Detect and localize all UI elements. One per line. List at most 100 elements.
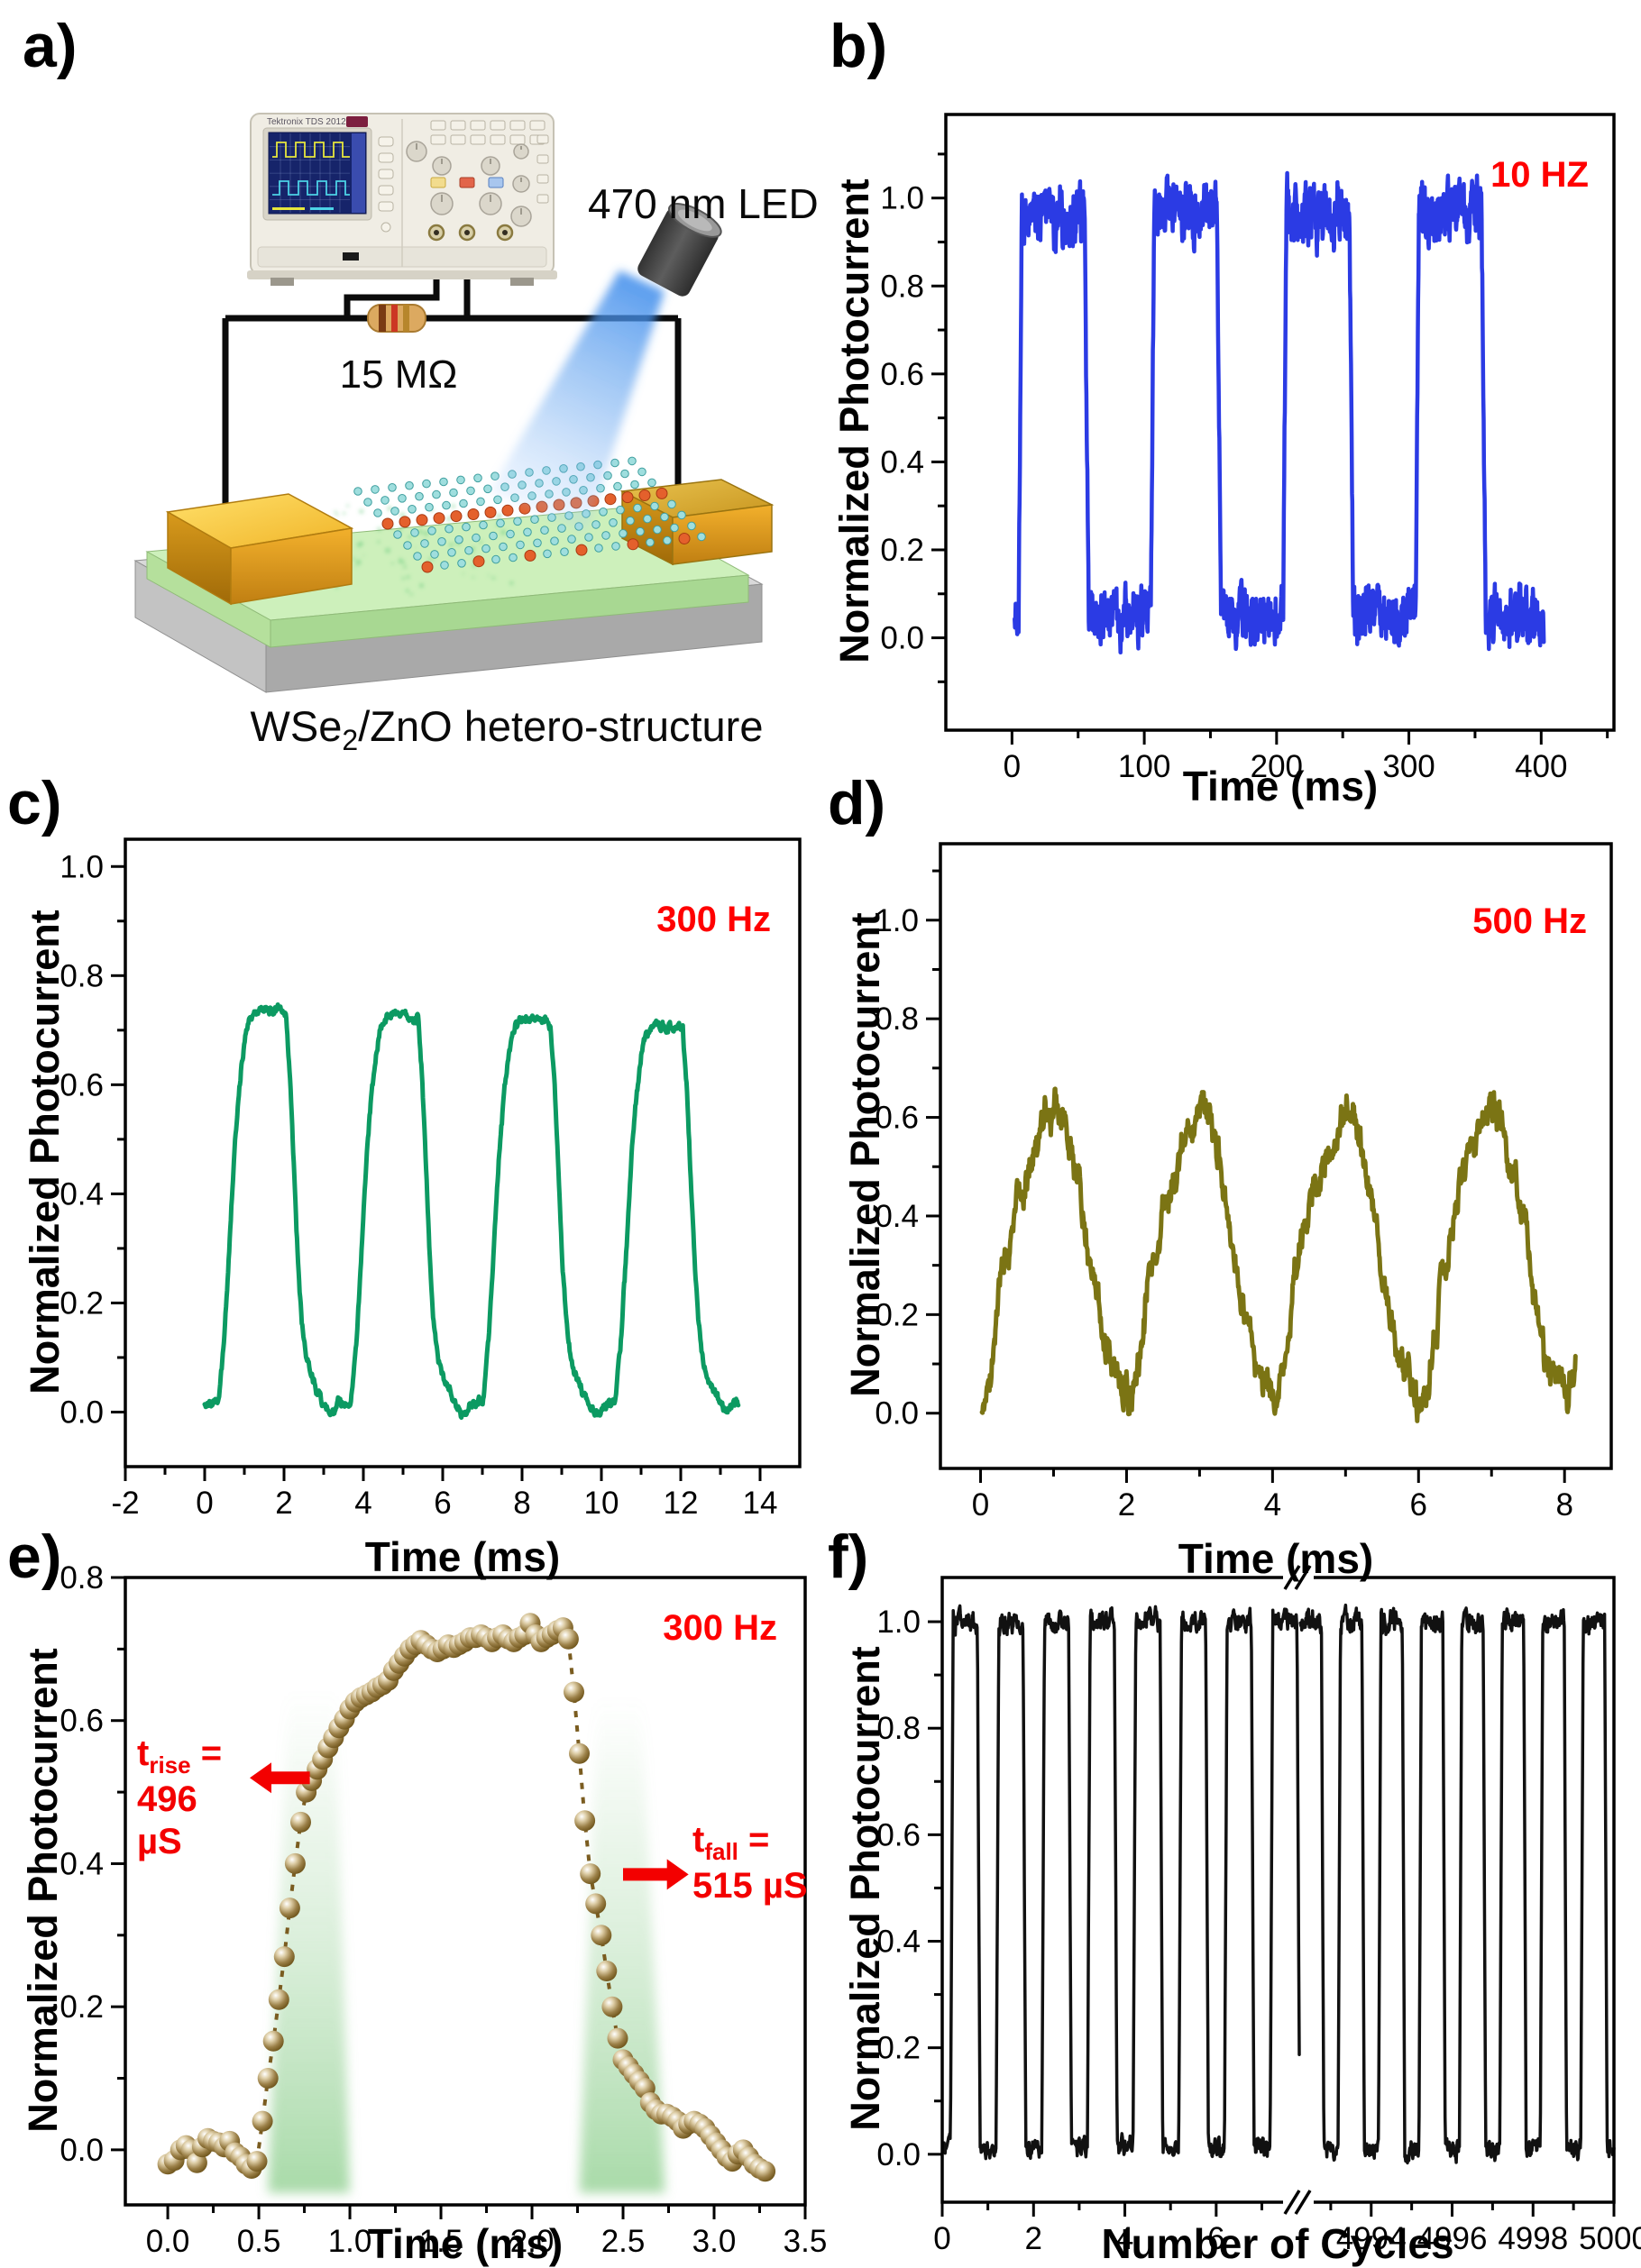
svg-text:0.4: 0.4 (60, 1846, 104, 1881)
svg-text:1.0: 1.0 (876, 1605, 921, 1640)
svg-text:4998: 4998 (1498, 2221, 1568, 2256)
svg-text:0.0: 0.0 (60, 2133, 104, 2168)
svg-text:0.4: 0.4 (880, 444, 924, 480)
svg-text:0.8: 0.8 (876, 1711, 921, 1746)
svg-text:0: 0 (933, 2221, 950, 2256)
x-axis-title-e: Time (ms) (367, 2220, 564, 2267)
svg-text:0.8: 0.8 (875, 1001, 919, 1037)
led-label: 470 nm LED (588, 180, 819, 227)
x-axis-title-d: Time (ms) (1178, 1535, 1374, 1582)
svg-text:3.5: 3.5 (784, 2224, 828, 2259)
y-axis-title-c: Normalized Photocurrent (22, 910, 68, 1395)
panel-letter-b: b) (830, 12, 888, 80)
svg-text:6: 6 (434, 1486, 451, 1521)
svg-text:1.0: 1.0 (880, 181, 924, 216)
svg-text:0.2: 0.2 (875, 1297, 919, 1332)
svg-text:0: 0 (1004, 749, 1021, 784)
svg-text:0.8: 0.8 (60, 1560, 104, 1596)
svg-text:100: 100 (1118, 749, 1170, 784)
svg-text:0.0: 0.0 (60, 1395, 104, 1430)
panel-letter-f: f) (828, 1523, 869, 1591)
svg-text:0: 0 (972, 1487, 989, 1523)
svg-text:1.0: 1.0 (60, 849, 104, 884)
svg-text:2: 2 (1025, 2221, 1042, 2256)
schematic-panel-a: Tektronix TDS 2012C 470 nm LED 15 MΩ WSe… (133, 113, 819, 756)
svg-text:0.0: 0.0 (875, 1396, 919, 1431)
svg-text:2.5: 2.5 (601, 2224, 646, 2259)
right-electrode (619, 479, 775, 566)
chart-b-10hz: 0 100 200 300 400 0.0 0.2 0.4 0.6 0.8 1.0 (880, 113, 1616, 784)
legend-b: 10 HZ (1490, 155, 1589, 195)
fall-time-annotation: tfall = 515 µS (692, 1820, 808, 1907)
chart-e-rise-fall: 0.0 0.5 1.0 1.5 2.0 2.5 3.0 3.5 0.0 0.2 0.4 0.6 0.8 (60, 1560, 827, 2259)
svg-text:6: 6 (1207, 2221, 1224, 2256)
legend-d: 500 Hz (1472, 901, 1587, 941)
resistor-label: 15 MΩ (340, 352, 458, 397)
svg-text:400: 400 (1515, 749, 1567, 784)
svg-text:10: 10 (584, 1486, 619, 1521)
svg-text:5000: 5000 (1579, 2221, 1641, 2256)
scope-controls (378, 119, 549, 267)
chart-f-cycles: 0 2 4 6 4994 4996 4998 5000 0.0 0.2 0.4 0.6 0.8 1.0 (876, 1565, 1641, 2256)
svg-text:1.0: 1.0 (328, 2224, 372, 2259)
svg-text:2: 2 (275, 1486, 292, 1521)
svg-text:12: 12 (664, 1486, 699, 1521)
oscilloscope: Tektronix TDS 2012C (247, 113, 557, 286)
svg-text:4: 4 (1116, 2221, 1133, 2256)
svg-text:4994: 4994 (1336, 2221, 1407, 2256)
svg-text:300: 300 (1382, 749, 1435, 784)
svg-text:1.0: 1.0 (875, 903, 919, 938)
x-axis-title-b: Time (ms) (1182, 763, 1379, 809)
svg-text:0.2: 0.2 (880, 533, 924, 568)
svg-text:0.6: 0.6 (876, 1817, 921, 1852)
scope-screen (270, 133, 350, 213)
svg-text:8: 8 (1555, 1487, 1572, 1523)
svg-text:0.0: 0.0 (876, 2137, 921, 2172)
chart-d-500hz: 0 2 4 6 8 0.0 0.2 0.4 0.6 0.8 1.0 (875, 842, 1613, 1523)
left-electrode (165, 493, 354, 606)
svg-text:6: 6 (1410, 1487, 1427, 1523)
scope-brand: Tektronix TDS 2012C (267, 117, 353, 127)
svg-text:4: 4 (354, 1486, 371, 1521)
y-axis-title-d: Normalized Photocurrent (842, 912, 888, 1397)
panel-letter-a: a) (23, 12, 78, 80)
svg-text:8: 8 (513, 1486, 530, 1521)
device-caption: WSe2/ZnO hetero-structure (251, 702, 764, 756)
svg-text:3.0: 3.0 (692, 2224, 737, 2259)
panel-letter-e: e) (7, 1523, 62, 1591)
svg-text:0.0: 0.0 (880, 621, 924, 656)
svg-text:0.6: 0.6 (60, 1067, 104, 1102)
panel-letter-d: d) (828, 769, 886, 837)
svg-text:-2: -2 (111, 1486, 139, 1521)
svg-text:0.8: 0.8 (60, 958, 104, 993)
svg-text:2: 2 (1118, 1487, 1135, 1523)
svg-text:0.4: 0.4 (876, 1925, 921, 1960)
svg-text:0.8: 0.8 (880, 269, 924, 304)
svg-text:0.0: 0.0 (146, 2224, 190, 2259)
legend-c: 300 Hz (656, 900, 771, 939)
svg-text:0.2: 0.2 (60, 1285, 104, 1321)
svg-text:1.5: 1.5 (419, 2224, 463, 2259)
led-icon (637, 203, 722, 297)
y-axis-title-b: Normalized Photocurrent (831, 178, 877, 663)
panel-letter-c: c) (7, 769, 62, 837)
svg-text:0.6: 0.6 (880, 357, 924, 392)
svg-text:0: 0 (196, 1486, 213, 1521)
y-axis-title-e: Normalized Photocurrent (20, 1648, 66, 2133)
x-axis-title-c: Time (ms) (364, 1533, 561, 1580)
resistor (367, 304, 426, 333)
svg-text:200: 200 (1251, 749, 1303, 784)
svg-text:0.5: 0.5 (237, 2224, 281, 2259)
rise-time-annotation: trise = 496 µS (137, 1733, 223, 1861)
svg-text:0.4: 0.4 (875, 1199, 919, 1234)
led-beam (490, 270, 665, 534)
svg-text:0.2: 0.2 (876, 2031, 921, 2066)
svg-text:4: 4 (1264, 1487, 1281, 1523)
svg-text:0.4: 0.4 (60, 1176, 104, 1212)
svg-text:0.6: 0.6 (60, 1704, 104, 1739)
svg-text:4996: 4996 (1417, 2221, 1488, 2256)
svg-text:2.0: 2.0 (510, 2224, 555, 2259)
svg-text:0.6: 0.6 (875, 1101, 919, 1136)
